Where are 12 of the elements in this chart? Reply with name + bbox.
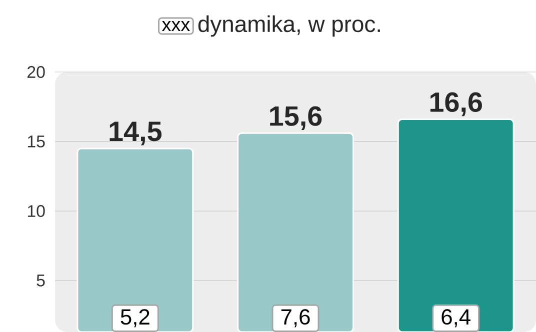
data-label: 15,6: [270, 106, 322, 130]
y-tick-label: 10: [28, 205, 45, 218]
data-label: 16,6: [430, 92, 482, 116]
annotation: 5,2: [120, 309, 150, 328]
annotation: 6,4: [442, 309, 470, 328]
y-tick-label: 15: [28, 136, 45, 148]
text: xxx: [162, 21, 190, 31]
annotation: 7,6: [281, 309, 310, 328]
y-tick-label: 5: [36, 274, 45, 286]
y-tick-label: 20: [28, 66, 45, 78]
legend-title: dynamika, w proc.: [198, 15, 380, 37]
data-label: 14,5: [110, 122, 162, 146]
